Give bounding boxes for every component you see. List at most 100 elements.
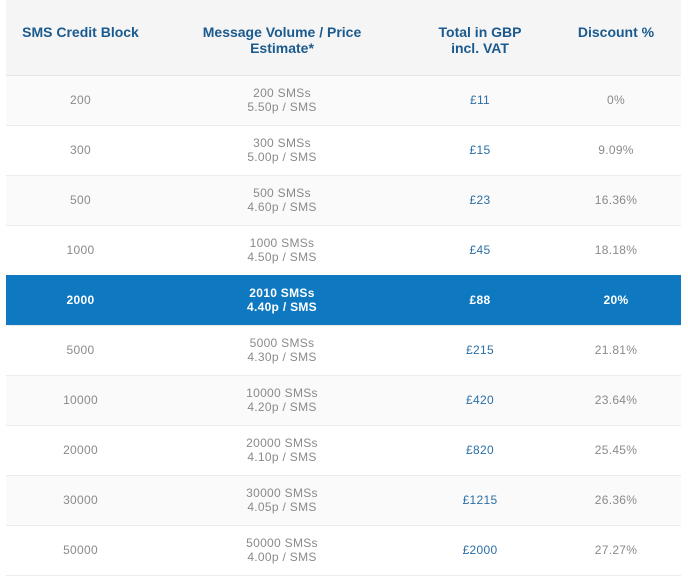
- credit-block-cell: 300: [6, 124, 155, 175]
- credit-block-value: 300: [70, 143, 91, 157]
- total-cell: £45: [409, 224, 551, 275]
- total-value: £1215: [462, 493, 498, 507]
- volume-cell: 30000 SMSs 4.05p / SMS: [155, 474, 409, 525]
- discount-value: 16.36%: [594, 193, 638, 207]
- credit-block-cell: 200: [6, 74, 155, 125]
- credit-block-value: 10000: [63, 393, 98, 407]
- total-value: £420: [466, 393, 494, 407]
- discount-cell: 21.81%: [551, 324, 681, 375]
- volume-value: 200 SMSs: [253, 86, 311, 100]
- price-per-sms-value: 4.20p / SMS: [247, 400, 317, 414]
- discount-value: 20%: [603, 293, 629, 307]
- header-total: Total in GBP incl. VAT: [409, 0, 551, 76]
- credit-block-cell: 10000: [6, 374, 155, 425]
- discount-value: 9.09%: [598, 143, 634, 157]
- total-cell: £215: [409, 324, 551, 375]
- credit-block-value: 200: [70, 93, 91, 107]
- total-value: £2000: [462, 543, 498, 557]
- discount-value: 21.81%: [594, 343, 638, 357]
- volume-cell: 20000 SMSs 4.10p / SMS: [155, 424, 409, 475]
- discount-cell: 26.36%: [551, 474, 681, 525]
- sms-pricing-table: SMS Credit Block Message Volume / Price …: [6, 0, 681, 576]
- table-row: 2000 2010 SMSs 4.40p / SMS £88 20%: [6, 274, 681, 325]
- discount-value: 25.45%: [594, 443, 638, 457]
- table-row: 50000 50000 SMSs 4.00p / SMS £2000 27.27%: [6, 524, 681, 576]
- price-per-sms-value: 4.00p / SMS: [247, 550, 317, 564]
- header-volume-line1: Message Volume / Price: [202, 24, 362, 40]
- price-per-sms-value: 4.50p / SMS: [247, 250, 317, 264]
- header-credit-block: SMS Credit Block: [6, 0, 155, 76]
- total-value: £215: [466, 343, 494, 357]
- total-value: £88: [469, 293, 491, 307]
- total-value: £11: [469, 93, 491, 107]
- credit-block-cell: 20000: [6, 424, 155, 475]
- credit-block-value: 30000: [63, 493, 98, 507]
- credit-block-cell: 1000: [6, 224, 155, 275]
- volume-cell: 5000 SMSs 4.30p / SMS: [155, 324, 409, 375]
- price-per-sms-value: 4.60p / SMS: [247, 200, 317, 214]
- table-row: 10000 10000 SMSs 4.20p / SMS £420 23.64%: [6, 374, 681, 425]
- table-row: 1000 1000 SMSs 4.50p / SMS £45 18.18%: [6, 224, 681, 275]
- total-cell: £88: [409, 274, 551, 325]
- header-volume-line2: Estimate*: [250, 40, 314, 56]
- header-discount: Discount %: [551, 0, 681, 76]
- total-cell: £23: [409, 174, 551, 225]
- discount-value: 18.18%: [594, 243, 638, 257]
- volume-value: 2010 SMSs: [249, 286, 315, 300]
- discount-cell: 23.64%: [551, 374, 681, 425]
- total-value: £820: [466, 443, 494, 457]
- header-credit-block-label: SMS Credit Block: [22, 24, 139, 40]
- discount-cell: 20%: [551, 274, 681, 325]
- table-header: SMS Credit Block Message Volume / Price …: [6, 0, 681, 76]
- credit-block-cell: 50000: [6, 524, 155, 576]
- volume-cell: 2010 SMSs 4.40p / SMS: [155, 274, 409, 325]
- total-cell: £1215: [409, 474, 551, 525]
- price-per-sms-value: 5.50p / SMS: [247, 100, 317, 114]
- discount-value: 26.36%: [594, 493, 638, 507]
- header-message-volume: Message Volume / Price Estimate*: [155, 0, 409, 76]
- discount-cell: 25.45%: [551, 424, 681, 475]
- credit-block-cell: 30000: [6, 474, 155, 525]
- table-row: 300 300 SMSs 5.00p / SMS £15 9.09%: [6, 124, 681, 175]
- table-row: 200 200 SMSs 5.50p / SMS £11 0%: [6, 74, 681, 125]
- header-row: SMS Credit Block Message Volume / Price …: [6, 0, 681, 76]
- credit-block-cell: 500: [6, 174, 155, 225]
- volume-value: 1000 SMSs: [249, 236, 315, 250]
- discount-value: 0%: [607, 93, 625, 107]
- price-per-sms-value: 4.05p / SMS: [247, 500, 317, 514]
- credit-block-value: 5000: [66, 343, 95, 357]
- discount-cell: 0%: [551, 74, 681, 125]
- header-total-line1: Total in GBP: [438, 24, 522, 40]
- price-per-sms-value: 4.10p / SMS: [247, 450, 317, 464]
- volume-value: 20000 SMSs: [246, 436, 318, 450]
- credit-block-value: 2000: [66, 293, 95, 307]
- total-cell: £420: [409, 374, 551, 425]
- header-discount-label: Discount %: [577, 24, 655, 40]
- table-row: 500 500 SMSs 4.60p / SMS £23 16.36%: [6, 174, 681, 225]
- discount-value: 27.27%: [594, 543, 638, 557]
- total-cell: £820: [409, 424, 551, 475]
- total-value: £15: [469, 143, 491, 157]
- credit-block-cell: 2000: [6, 274, 155, 325]
- credit-block-value: 1000: [66, 243, 95, 257]
- table-row: 5000 5000 SMSs 4.30p / SMS £215 21.81%: [6, 324, 681, 375]
- discount-value: 23.64%: [594, 393, 638, 407]
- discount-cell: 18.18%: [551, 224, 681, 275]
- volume-cell: 300 SMSs 5.00p / SMS: [155, 124, 409, 175]
- volume-value: 10000 SMSs: [246, 386, 318, 400]
- volume-cell: 1000 SMSs 4.50p / SMS: [155, 224, 409, 275]
- volume-cell: 50000 SMSs 4.00p / SMS: [155, 524, 409, 576]
- header-total-line2: incl. VAT: [451, 40, 509, 56]
- volume-cell: 500 SMSs 4.60p / SMS: [155, 174, 409, 225]
- table-body: 200 200 SMSs 5.50p / SMS £11 0% 300 300 SMSs 5.…: [6, 74, 681, 576]
- volume-value: 500 SMSs: [253, 186, 311, 200]
- credit-block-value: 50000: [63, 543, 98, 557]
- volume-value: 5000 SMSs: [249, 336, 315, 350]
- credit-block-cell: 5000: [6, 324, 155, 375]
- discount-cell: 16.36%: [551, 174, 681, 225]
- total-cell: £11: [409, 74, 551, 125]
- credit-block-value: 500: [70, 193, 91, 207]
- volume-value: 30000 SMSs: [246, 486, 318, 500]
- price-per-sms-value: 4.30p / SMS: [247, 350, 317, 364]
